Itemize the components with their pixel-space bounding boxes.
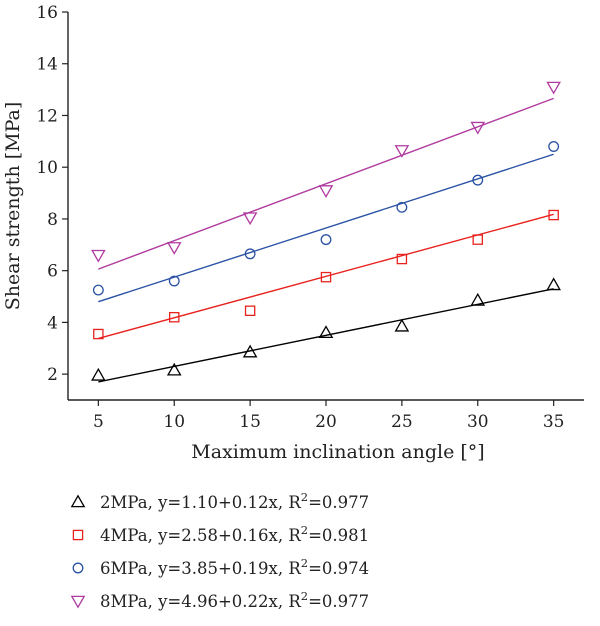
point-4mpa (320, 271, 332, 283)
y-tick-label: 10 (36, 158, 58, 178)
point-6mpa (244, 248, 256, 260)
point-4mpa (168, 311, 180, 323)
point-4mpa (472, 234, 484, 245)
legend-label-2mpa: 2MPa, y=1.10+0.12x, R2=0.977 (100, 490, 369, 512)
legend-label-8mpa: 8MPa, y=4.96+0.22x, R2=0.977 (100, 589, 369, 611)
y-tick-label: 4 (47, 313, 58, 333)
point-6mpa (548, 141, 560, 152)
legend-marker-8mpa (70, 595, 86, 609)
y-tick-label: 2 (47, 365, 58, 385)
y-tick-label: 8 (47, 210, 58, 230)
y-tick-label: 12 (36, 106, 58, 126)
x-axis-title: Maximum inclination angle [°] (191, 441, 484, 463)
point-2mpa (470, 292, 486, 306)
legend-label-4mpa: 4MPa, y=2.58+0.16x, R2=0.981 (100, 523, 369, 545)
plot-area: 5 10 15 20 25 30 35 2 4 6 8 10 12 14 16 Maximum inclina… (2, 3, 584, 463)
fit-line-8mpa (98, 97, 554, 270)
x-tick-label: 15 (239, 412, 261, 432)
legend: 2MPa, y=1.10+0.12x, R2=0.977 4MPa, y=2.58… (70, 490, 369, 611)
point-6mpa (320, 234, 332, 246)
x-tick-label: 20 (315, 412, 337, 432)
point-4mpa (93, 328, 104, 340)
y-tick-label: 6 (47, 262, 58, 282)
point-8mpa (242, 212, 258, 226)
point-6mpa (472, 174, 484, 186)
x-tick-label: 10 (163, 412, 185, 432)
point-8mpa (394, 145, 410, 158)
point-8mpa (91, 249, 106, 263)
x-tick-label: 5 (93, 412, 104, 432)
point-2mpa (166, 362, 182, 376)
legend-label-6mpa: 6MPa, y=3.85+0.19x, R2=0.974 (100, 556, 369, 578)
x-tick-label: 30 (467, 412, 489, 432)
point-8mpa (546, 81, 561, 95)
point-6mpa (396, 201, 408, 213)
x-tick-label: 25 (391, 412, 413, 432)
y-tick-label: 14 (36, 55, 58, 75)
point-4mpa (244, 305, 256, 317)
point-2mpa (318, 325, 334, 339)
point-4mpa (396, 253, 408, 265)
point-6mpa (168, 275, 180, 287)
point-8mpa (166, 242, 182, 255)
fit-line-2mpa (98, 288, 554, 383)
point-4mpa (548, 209, 559, 221)
legend-marker-4mpa (72, 529, 84, 541)
y-axis-title: Shear strength [MPa] (2, 102, 24, 311)
y-tick-label: 16 (36, 3, 58, 23)
fit-line-4mpa (98, 213, 554, 340)
point-2mpa (394, 318, 410, 332)
point-8mpa (470, 121, 486, 135)
point-6mpa (92, 284, 104, 296)
point-2mpa (242, 344, 258, 358)
point-2mpa (91, 367, 106, 381)
point-8mpa (318, 185, 334, 198)
fit-line-6mpa (98, 153, 554, 303)
legend-marker-6mpa (72, 562, 84, 574)
legend-marker-2mpa (70, 494, 86, 508)
x-tick-label: 35 (543, 412, 565, 432)
point-2mpa (546, 277, 561, 291)
